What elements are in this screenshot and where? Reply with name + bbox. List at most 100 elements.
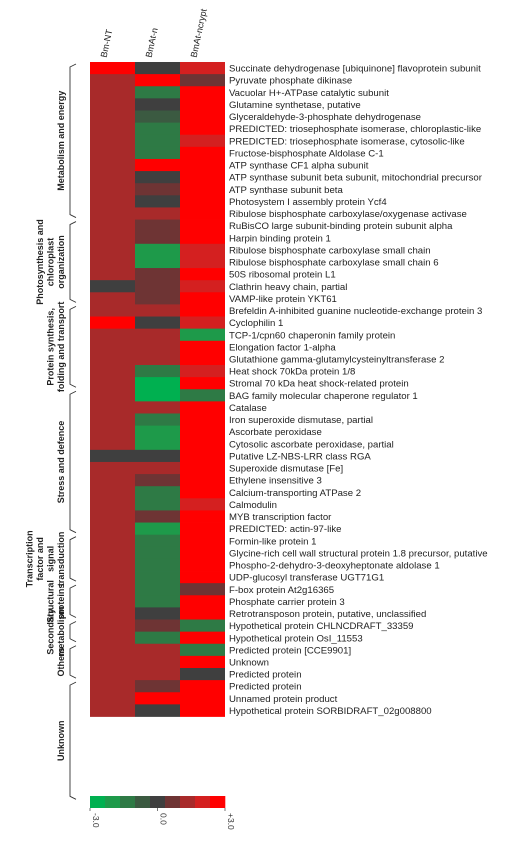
heatmap-cell: [180, 352, 225, 366]
heatmap-cell: [135, 328, 180, 342]
heatmap-cell: [135, 255, 180, 269]
row-label: UDP-glucosyl transferase UGT71G1: [229, 573, 384, 584]
group-bracket: [69, 221, 77, 303]
legend-swatch: [195, 796, 211, 808]
row-label: Glutathione gamma-glutamylcysteinyltrans…: [229, 355, 444, 366]
heatmap-cell: [90, 122, 135, 136]
heatmap-cell: [90, 352, 135, 366]
heatmap-cell: [135, 98, 180, 111]
heatmap-cell: [90, 498, 135, 511]
row-label: Glyceraldehyde-3-phosphate dehydrogenase: [229, 112, 421, 123]
heatmap-cell: [135, 571, 180, 584]
heatmap-cell: [180, 328, 225, 342]
group-label: Unknown: [56, 720, 66, 761]
heatmap-cell: [90, 425, 135, 439]
row-label: Elongation factor 1-alpha: [229, 342, 336, 353]
row-label: Hypothetical protein SORBIDRAFT_02g00880…: [229, 706, 432, 717]
heatmap-cell: [180, 340, 225, 354]
heatmap-cell: [180, 195, 225, 208]
legend-tick-label: +3.0: [226, 813, 236, 830]
group-bracket: [69, 305, 77, 388]
heatmap-cell: [180, 280, 225, 293]
legend-swatch: [90, 796, 106, 808]
heatmap-cell: [180, 219, 225, 233]
heatmap-cell: [180, 558, 225, 572]
heatmap-cell: [180, 134, 225, 148]
row-label: Succinate dehydrogenase [ubiquinone] fla…: [229, 64, 481, 75]
heatmap-cell: [135, 680, 180, 693]
heatmap-cell: [135, 195, 180, 208]
group-label: Metabolism and energy: [56, 91, 66, 191]
column-header: BmAt-n: [144, 27, 160, 58]
heatmap-cell: [90, 607, 135, 620]
row-label: PREDICTED: triosephosphate isomerase, ch…: [229, 124, 481, 135]
group-label: Photosynthesis and: [35, 219, 45, 305]
heatmap-cell: [180, 158, 225, 172]
heatmap-cell: [180, 110, 225, 123]
heatmap-cell: [180, 389, 225, 402]
heatmap-cell: [90, 449, 135, 463]
heatmap-cell: [90, 522, 135, 536]
heatmap-cell: [90, 486, 135, 499]
heatmap-cell: [135, 437, 180, 451]
group-label: proteins: [56, 584, 66, 620]
row-label: ATP synthase CF1 alpha subunit: [229, 161, 369, 172]
legend-swatch: [105, 796, 121, 808]
group-label: Structural: [46, 580, 56, 623]
heatmap-cell: [90, 268, 135, 281]
heatmap-cell: [180, 474, 225, 487]
legend-swatch: [135, 796, 151, 808]
heatmap-cell: [180, 631, 225, 645]
heatmap-cell: [180, 207, 225, 220]
heatmap-cell: [90, 365, 135, 378]
heatmap-cell: [135, 546, 180, 560]
heatmap-cell: [180, 268, 225, 281]
heatmap-cell: [90, 377, 135, 390]
row-label: PREDICTED: triosephosphate isomerase, cy…: [229, 136, 465, 147]
heatmap-cell: [135, 425, 180, 439]
legend-swatch: [210, 796, 226, 808]
heatmap-cell: [90, 74, 135, 87]
row-label: Predicted protein: [229, 670, 302, 681]
heatmap-cell: [90, 183, 135, 196]
row-label: Phospho-2-dehydro-3-deoxyheptonate aldol…: [229, 561, 440, 572]
heatmap-cell: [180, 74, 225, 87]
heatmap-cell: [180, 595, 225, 608]
row-label: Hypothetical protein CHLNCDRAFT_33359: [229, 621, 414, 632]
heatmap-cell: [180, 619, 225, 633]
heatmap-cell: [180, 510, 225, 523]
legend-swatch: [180, 796, 196, 808]
row-label: Unnamed protein product: [229, 694, 338, 705]
heatmap-cell: [135, 413, 180, 426]
column-header: Bm-NT: [99, 28, 115, 58]
heatmap-cell: [135, 558, 180, 572]
heatmap-cell: [180, 534, 225, 548]
heatmap-cell: [180, 146, 225, 160]
row-label: Vacuolar H+-ATPase catalytic subunit: [229, 88, 389, 99]
group-label: Stress and defence: [56, 421, 66, 504]
heatmap-cell: [90, 474, 135, 487]
heatmap-cell: [135, 607, 180, 620]
heatmap-cell: [90, 401, 135, 414]
heatmap-cell: [135, 207, 180, 220]
row-label: Cytosolic ascorbate peroxidase, partial: [229, 439, 394, 450]
row-label: MYB transcription factor: [229, 512, 332, 523]
heatmap-cell: [90, 171, 135, 184]
group-bracket: [69, 584, 77, 618]
heatmap-cell: [90, 195, 135, 208]
heatmap-cell: [90, 534, 135, 548]
heatmap-cell: [135, 449, 180, 463]
row-label: Glutamine synthetase, putative: [229, 100, 361, 111]
heatmap-cell: [180, 183, 225, 196]
heatmap-cell: [90, 231, 135, 245]
heatmap-cell: [135, 183, 180, 196]
heatmap-cell: [135, 292, 180, 305]
heatmap-cell: [90, 219, 135, 233]
heatmap-cell: [180, 692, 225, 705]
row-label: Brefeldin A-inhibited guanine nucleotide…: [229, 306, 482, 317]
row-label: 50S ribosomal protein L1: [229, 270, 336, 281]
row-label: Iron superoxide dismutase, partial: [229, 415, 373, 426]
group-bracket: [69, 621, 77, 643]
heatmap-cell: [90, 704, 135, 717]
